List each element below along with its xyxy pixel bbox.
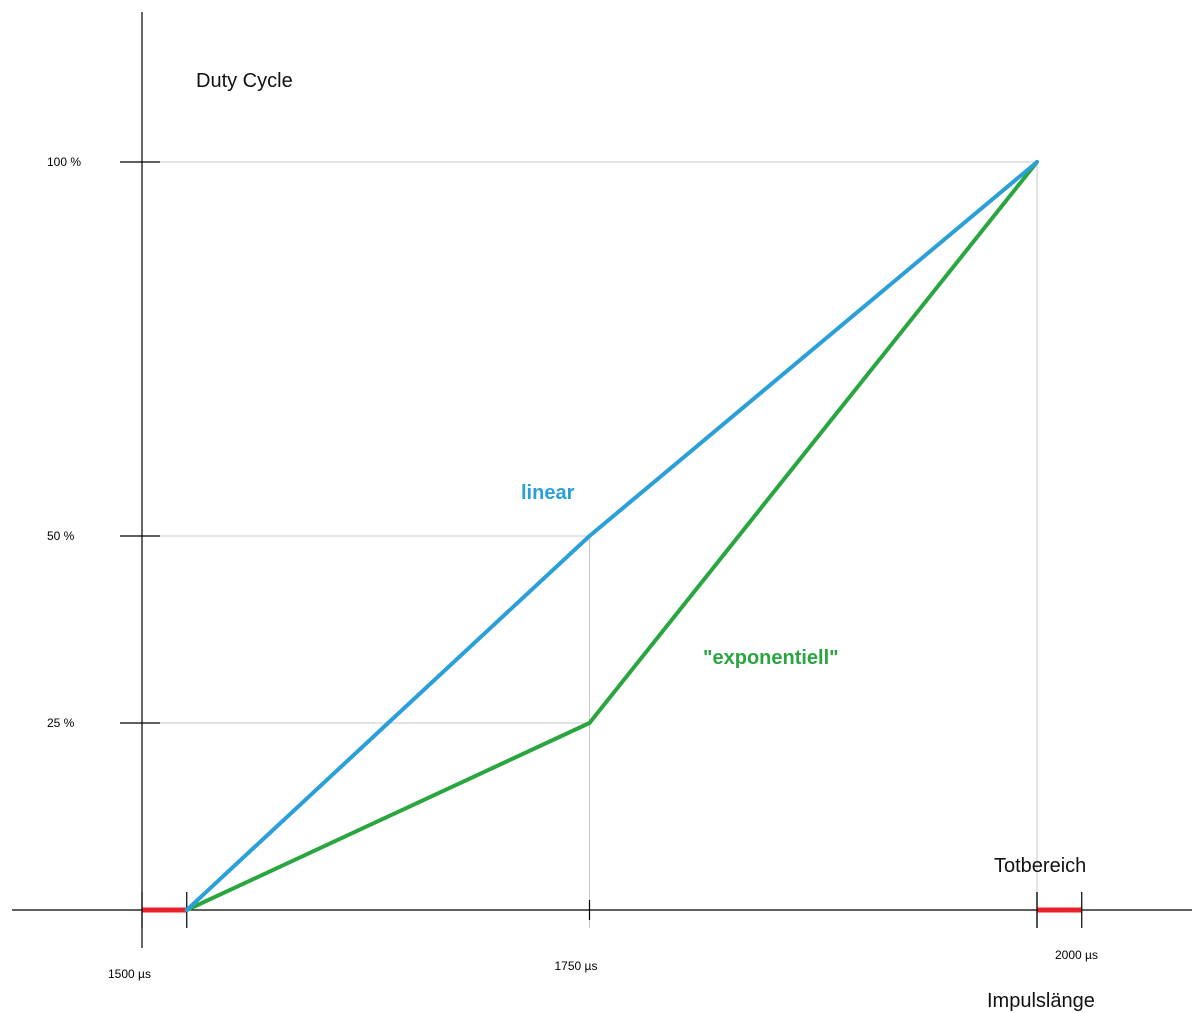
y-tick-label: 50 %	[47, 529, 75, 543]
y-tick-label: 100 %	[47, 155, 81, 169]
series-line-exponentiell	[184, 160, 1039, 912]
y-ticks: 25 % 50 % 100 %	[47, 155, 160, 730]
x-tick-label: 1750 µs	[555, 959, 598, 973]
series-label-linear: linear	[521, 482, 575, 504]
dead-band	[141, 892, 1083, 928]
x-axis-label: Impulslänge	[987, 990, 1095, 1012]
x-ticks: 1500 µs 1750 µs 2000 µs	[108, 892, 1098, 981]
y-tick-label: 25 %	[47, 716, 75, 730]
guide-lines	[142, 161, 1038, 928]
series-label-exponentiell: "exponentiell"	[703, 647, 839, 669]
x-tick-label: 2000 µs	[1055, 948, 1098, 962]
dead-band-label: Totbereich	[994, 855, 1086, 877]
y-axis-label: Duty Cycle	[196, 70, 293, 92]
x-tick-label: 1500 µs	[108, 967, 151, 981]
series-lines	[184, 160, 1039, 912]
series-line-linear	[184, 160, 1039, 912]
